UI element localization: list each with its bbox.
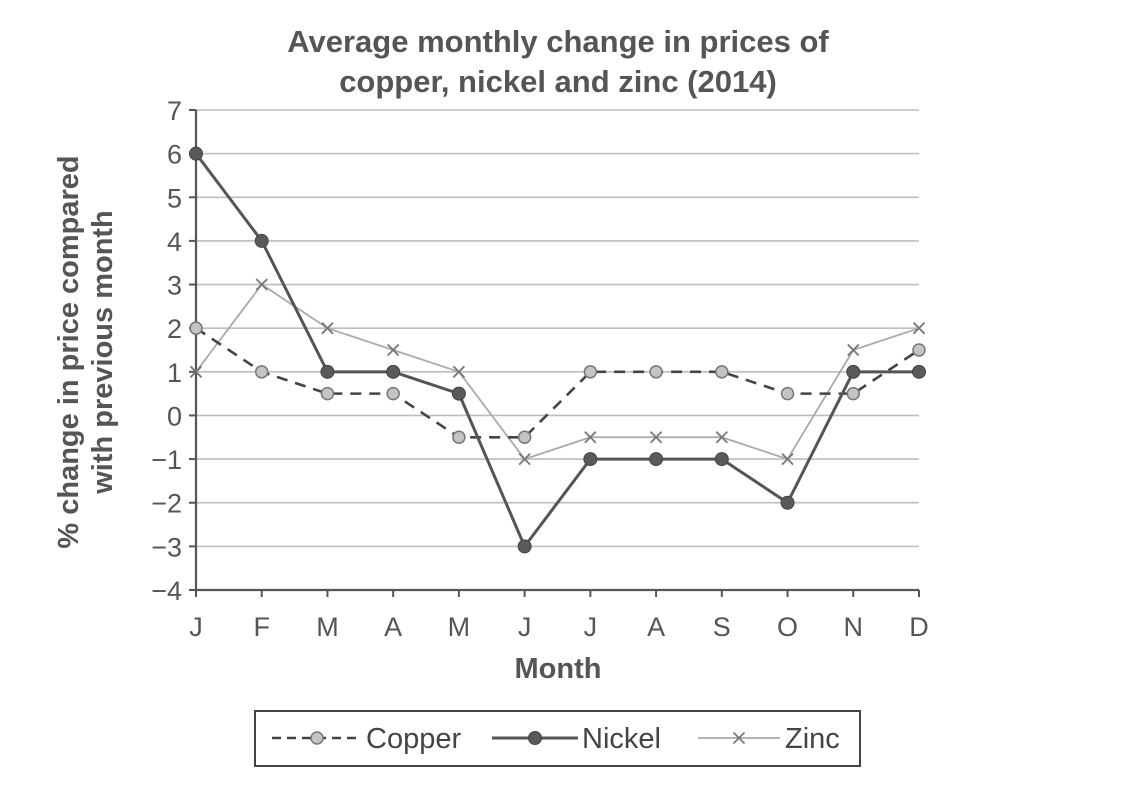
y-tick-labels: 7 6 5 4 3 2 1 0 −1 −2 −3 −4 xyxy=(151,96,182,606)
cross-stroke xyxy=(847,343,860,357)
x-tick-label: N xyxy=(844,612,864,642)
cross-stroke xyxy=(584,431,597,444)
data-point-zinc xyxy=(452,365,466,378)
data-point-copper xyxy=(846,386,861,401)
cross-stroke xyxy=(781,452,794,466)
data-point-zinc xyxy=(912,322,926,335)
cross-stroke xyxy=(912,322,926,335)
x-tick-label: D xyxy=(909,612,929,642)
y-tick-label: 0 xyxy=(167,401,182,431)
cross-stroke xyxy=(649,431,663,444)
y-axis-label-line-2: with previous month xyxy=(87,210,119,495)
legend-label: Nickel xyxy=(582,723,661,755)
cross-stroke xyxy=(732,731,746,745)
x-tick-label: A xyxy=(384,612,402,642)
data-point-nickel xyxy=(254,233,269,248)
y-tick-label: 5 xyxy=(167,183,182,213)
x-tick-label: J xyxy=(584,612,598,642)
y-tick-label: −2 xyxy=(151,489,182,519)
series-line-copper xyxy=(195,327,920,439)
chart-title-line-1: Average monthly change in prices of xyxy=(287,24,829,59)
data-point-zinc xyxy=(387,343,400,357)
y-tick-label: 4 xyxy=(167,227,182,257)
data-point-copper xyxy=(517,430,532,445)
data-point-copper xyxy=(912,343,926,357)
cross-stroke xyxy=(255,278,268,291)
legend-item-copper: Copper xyxy=(272,723,461,755)
y-tick-label: −3 xyxy=(151,532,182,562)
data-point-copper xyxy=(189,321,203,335)
legend-label: Zinc xyxy=(785,723,840,755)
y-tick-label: 6 xyxy=(167,140,182,170)
x-axis-label: Month xyxy=(515,653,602,685)
data-point-copper xyxy=(649,365,663,379)
data-point-copper xyxy=(254,365,269,379)
data-point-copper xyxy=(715,365,729,379)
cross-stroke xyxy=(715,431,728,444)
y-axis-label: % change in price compared with previous… xyxy=(53,155,119,548)
data-point-zinc xyxy=(847,343,860,357)
y-axis-label-line-1: % change in price compared xyxy=(53,155,85,548)
data-point-zinc xyxy=(321,322,334,335)
cross-stroke xyxy=(452,365,466,378)
cross-stroke xyxy=(321,322,334,335)
series-group xyxy=(189,146,926,554)
data-point-zinc xyxy=(732,731,746,745)
y-tick-label: −4 xyxy=(151,576,182,606)
data-point-nickel xyxy=(386,364,401,379)
data-point-nickel xyxy=(517,539,532,554)
y-tick-label: 3 xyxy=(167,271,182,301)
x-tick-label: F xyxy=(253,612,270,642)
series-line-nickel xyxy=(194,152,919,548)
data-point-nickel xyxy=(846,364,861,379)
data-point-copper xyxy=(583,365,598,379)
cross-stroke xyxy=(518,452,531,466)
x-tick-label: S xyxy=(713,612,731,642)
y-tick-label: 1 xyxy=(167,358,182,388)
x-tick-label: J xyxy=(189,612,203,642)
data-point-zinc xyxy=(255,278,268,291)
legend-item-zinc: Zinc xyxy=(698,723,840,755)
x-tick-label: J xyxy=(518,612,532,642)
data-point-copper xyxy=(452,430,466,445)
data-point-nickel xyxy=(451,386,466,401)
y-tick-label: 2 xyxy=(167,314,182,344)
data-point-nickel xyxy=(320,364,335,379)
x-tick-label: A xyxy=(647,612,665,642)
chart-title: Average monthly change in prices of copp… xyxy=(287,24,829,99)
data-point-zinc xyxy=(189,365,203,378)
grid-lines xyxy=(196,109,919,548)
data-point-zinc xyxy=(649,431,663,444)
legend: Copper Nickel Zinc xyxy=(254,710,861,767)
x-tick-label: M xyxy=(448,612,471,642)
data-point-nickel xyxy=(912,364,926,379)
axes xyxy=(189,109,920,597)
data-point-copper xyxy=(386,386,400,401)
x-tick-label: O xyxy=(777,612,798,642)
data-point-nickel xyxy=(583,452,598,467)
data-point-nickel xyxy=(528,731,542,745)
data-point-copper xyxy=(310,731,324,745)
data-point-zinc xyxy=(584,431,597,444)
legend-item-nickel: Nickel xyxy=(492,723,661,755)
data-point-zinc xyxy=(715,431,728,444)
data-point-zinc xyxy=(781,452,794,466)
series-line-zinc xyxy=(195,283,920,460)
cross-stroke xyxy=(387,343,400,357)
chart-title-line-2: copper, nickel and zinc (2014) xyxy=(339,64,777,99)
x-tick-label: M xyxy=(316,612,339,642)
y-tick-label: 7 xyxy=(167,96,182,126)
data-point-nickel xyxy=(189,146,203,161)
data-point-nickel xyxy=(714,452,729,467)
legend-label: Copper xyxy=(366,723,461,755)
data-point-zinc xyxy=(518,452,531,466)
cross-stroke xyxy=(189,365,203,378)
y-tick-label: −1 xyxy=(151,445,182,475)
data-point-copper xyxy=(320,386,335,401)
data-point-nickel xyxy=(649,452,664,467)
data-point-nickel xyxy=(780,495,795,510)
data-point-copper xyxy=(780,386,795,401)
